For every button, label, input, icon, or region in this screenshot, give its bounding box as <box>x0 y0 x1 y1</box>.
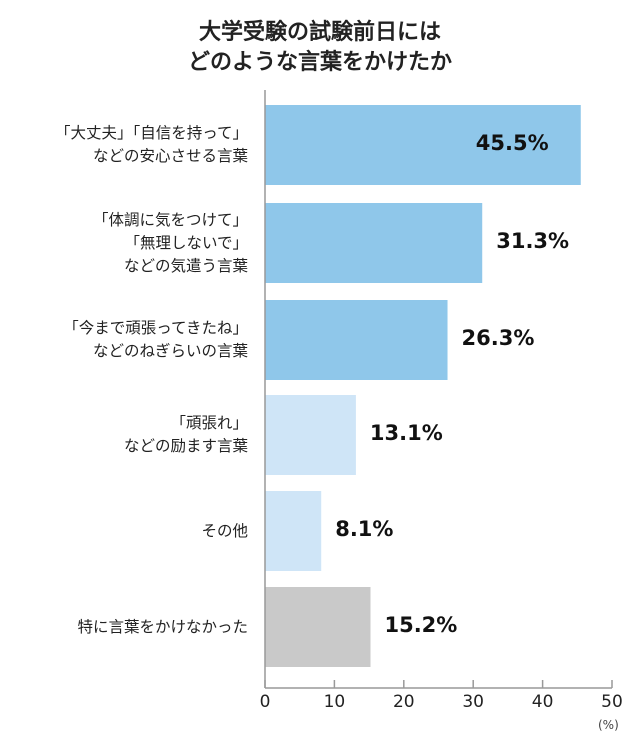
x-axis-unit: (%) <box>598 718 619 732</box>
data-label: 15.2% <box>384 613 458 637</box>
category-label-line: 「頑張れ」 <box>170 414 248 432</box>
category-label-line: などの気遣う言葉 <box>123 256 248 275</box>
category-label-line: 特に言葉をかけなかった <box>77 617 248 636</box>
category-label-line: 「大丈夫」「自信を持って」 <box>55 124 248 142</box>
category-label: 「頑張れ」などの励ます言葉 <box>124 412 248 458</box>
x-tick-label: 10 <box>323 692 346 712</box>
bar <box>265 395 356 475</box>
data-label: 45.5% <box>475 131 549 155</box>
category-label-line: 「今まで頑張ってきたね」 <box>63 319 248 337</box>
category-label-line: その他 <box>201 521 248 540</box>
category-label-line: などの励ます言葉 <box>123 437 248 455</box>
category-label: 「大丈夫」「自信を持って」などの安心させる言葉 <box>55 122 248 168</box>
category-label: 「今まで頑張ってきたね」などのねぎらいの言葉 <box>63 317 248 363</box>
bar <box>265 491 322 571</box>
category-label: 「体調に気をつけて」「無理しないで」 などの気遣う言葉 <box>93 209 248 278</box>
category-label-line: 「体調に気をつけて」 <box>92 210 248 229</box>
bar <box>265 300 448 380</box>
x-tick-label: 40 <box>531 692 554 712</box>
data-label: 31.3% <box>496 229 570 253</box>
bar <box>265 587 371 667</box>
bar <box>265 203 483 283</box>
category-label-line: などの安心させる言葉 <box>92 147 248 165</box>
x-tick-label: 0 <box>259 692 271 712</box>
category-label-line: などのねぎらいの言葉 <box>92 342 248 360</box>
bar <box>265 105 581 185</box>
data-label: 26.3% <box>461 326 535 350</box>
category-label-line: 「無理しないで」 <box>124 233 248 252</box>
x-tick-label: 50 <box>601 692 623 712</box>
category-label: 特に言葉をかけなかった <box>77 616 248 639</box>
chart-title-line1: 大学受験の試験前日には <box>198 20 441 45</box>
category-label: その他 <box>201 520 248 543</box>
x-tick-label: 30 <box>462 692 485 712</box>
data-label: 13.1% <box>369 421 443 445</box>
chart-title-line2: どのような言葉をかけたか <box>187 50 452 75</box>
data-label: 8.1% <box>335 517 394 541</box>
x-tick-label: 20 <box>392 692 415 712</box>
